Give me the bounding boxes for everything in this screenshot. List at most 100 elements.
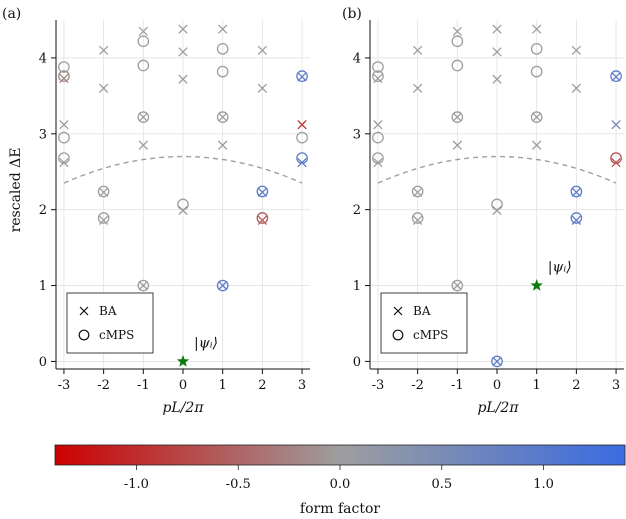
cmps-point [137,59,150,72]
y-tick-label: 1 [353,279,361,294]
cmps-point [610,70,622,82]
ba-point [492,74,502,84]
legend-ba-marker [393,306,403,316]
cmps-point [296,70,308,82]
ba-point [532,140,542,150]
cmps-point [58,131,70,144]
ba-point [412,83,423,93]
cmps-point [216,111,229,123]
cmps-point [137,279,150,292]
ba-point [138,26,148,37]
cmps-point [530,111,543,123]
x-tick-label: 3 [298,378,306,393]
cmps-point [372,70,384,82]
legend-box [380,292,468,354]
x-tick-label: -1 [451,378,464,393]
y-tick-label: 4 [353,51,361,66]
ba-point [257,45,268,56]
cmps-point [372,61,384,73]
x-tick-label: -1 [137,378,150,393]
colorbar: -1.0 -0.5 0.0 0.5 1.0 form factor [54,444,626,517]
ba-point [373,120,383,130]
initial-state-label: |ψᵢ⟩ [194,335,218,351]
ba-point [492,24,502,34]
initial-state-marker [530,279,543,291]
x-tick-label: -2 [97,378,110,393]
cmps-point [491,355,503,368]
ba-point [257,187,268,197]
ba-point [297,157,307,168]
ba-point [532,24,542,34]
ba-point [98,215,109,225]
ba-point [218,140,228,150]
cmps-point [137,111,150,123]
x-tick-label: -2 [411,378,424,393]
ba-point [373,157,383,168]
y-axis-label: rescaled ΔE [8,148,24,233]
ba-point [452,26,462,37]
ba-point [611,157,621,168]
initial-state-label: |ψᵢ⟩ [548,260,572,276]
ba-point [412,215,423,225]
initial-state-marker [176,354,190,367]
y-tick-label: 2 [353,203,361,218]
cmps-point [451,111,464,123]
cmps-point [256,185,269,198]
panel-b-x-axis-label: pL/2π [477,400,519,416]
colorbar-gradient [54,444,626,466]
legend-ba-label: BA [413,304,431,318]
x-tick-label: 2 [572,378,580,393]
ba-point [218,112,228,122]
legend-cmps-label: cMPS [99,328,134,342]
ba-point [492,47,502,57]
cmps-point [570,212,583,224]
x-tick-label: 0 [179,378,187,393]
cmps-point [296,131,308,144]
legend-ba-marker [79,306,89,316]
panel-b-plot: |ψᵢ⟩ BA cMPS -3 -2 -1 0 1 2 3 0 1 2 3 4 [353,20,624,393]
cmps-point [256,212,269,224]
panel-a-label: (a) [2,6,21,22]
colorbar-ticks: -1.0 -0.5 0.0 0.5 1.0 [124,465,554,492]
ba-point [297,72,307,82]
ba-point [59,73,69,84]
cmps-point [411,185,424,198]
x-tick-label: -3 [58,378,71,393]
x-tick-label: 3 [612,378,620,393]
ba-point [571,215,582,225]
y-tick-label: 1 [39,279,47,294]
ba-point [611,120,621,130]
cmps-point [530,65,543,78]
cmps-point [216,42,229,55]
ba-point [452,140,462,150]
y-tick-label: 2 [39,203,47,218]
x-tick-label: 1 [219,378,227,393]
cmps-point [97,185,110,198]
cmps-point [411,212,424,224]
legend-cmps-marker [392,329,404,341]
ba-point [412,187,423,197]
y-tick-label: 0 [39,355,47,370]
ba-point [59,120,69,130]
cmps-point [216,65,229,78]
ba-point [59,157,69,168]
cmps-point [451,35,464,48]
ba-point [138,280,148,291]
ba-point [178,205,188,216]
ba-point [98,83,109,93]
y-tick-label: 0 [353,355,361,370]
ba-point [178,74,188,84]
x-tick-label: 0 [493,378,501,393]
cmps-point [137,35,150,48]
cmps-point [451,279,464,292]
cmps-point [58,70,70,82]
x-tick-label: 2 [258,378,266,393]
colorbar-label: form factor [300,501,380,517]
panel-b: (b) pL/2π |ψᵢ⟩ BA cMPS -3 -2 -1 0 1 2 3 0 1 2 3 4 [342,6,624,416]
panel-a: (a) rescaled ΔE pL/2π |ψᵢ⟩ BA cMPS -3 -2 -1 0 1… [2,6,310,416]
panel-a-x-axis-label: pL/2π [162,400,204,416]
ba-point [138,112,148,122]
y-tick-label: 4 [39,51,47,66]
legend-ba-label: BA [99,304,117,318]
